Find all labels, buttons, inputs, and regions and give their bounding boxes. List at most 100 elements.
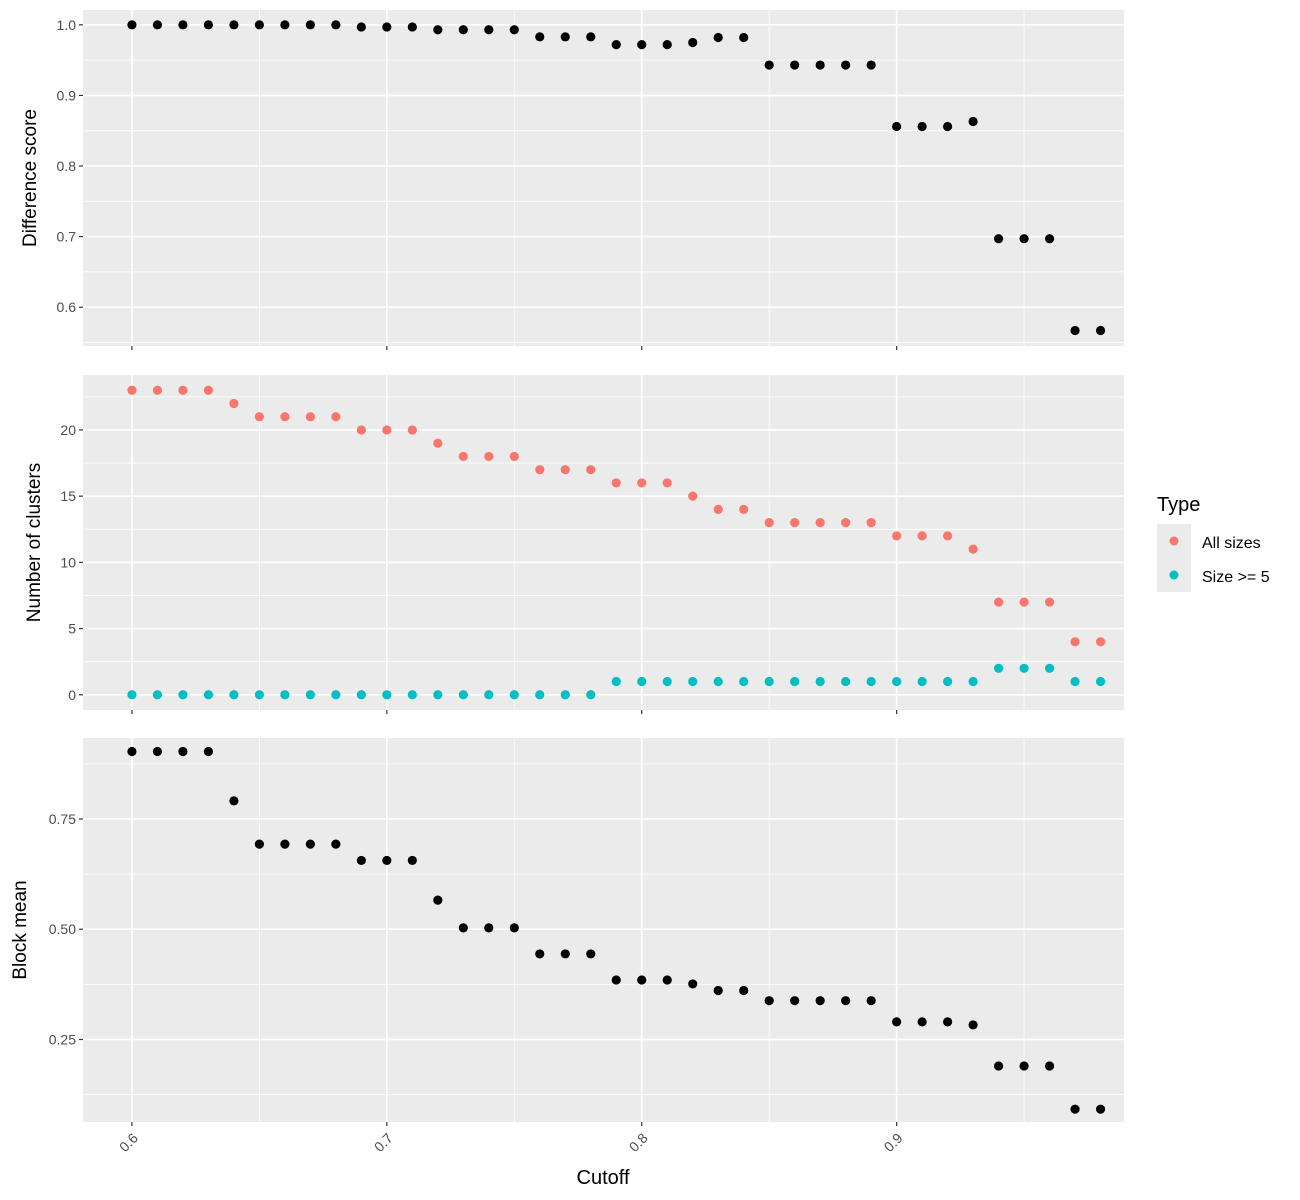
- data-point: [433, 690, 443, 700]
- data-point: [203, 385, 214, 395]
- data-point: [993, 1061, 1004, 1071]
- data-point: [535, 949, 545, 959]
- data-point: [458, 690, 468, 700]
- data-point: [305, 839, 315, 849]
- y-tick-label: 10: [60, 554, 76, 570]
- data-point: [917, 531, 927, 541]
- data-point: [815, 60, 825, 70]
- data-point: [458, 451, 468, 462]
- data-point: [1019, 234, 1029, 244]
- data-point: [509, 923, 519, 933]
- data-point: [841, 676, 851, 687]
- data-point: [611, 676, 621, 687]
- y-tick-label: 0.25: [49, 1031, 76, 1047]
- data-point: [892, 531, 902, 541]
- data-point: [637, 39, 647, 50]
- data-point: [560, 949, 570, 959]
- data-point: [790, 518, 800, 528]
- series-size-5: [127, 663, 1106, 700]
- data-point: [152, 746, 163, 757]
- data-point: [254, 690, 264, 700]
- data-point: [662, 478, 672, 488]
- data-point: [611, 478, 621, 488]
- data-point: [943, 676, 953, 687]
- data-point: [382, 425, 392, 435]
- y-axis-title: Difference score: [20, 109, 41, 247]
- data-point: [611, 39, 621, 50]
- data-point: [178, 690, 188, 700]
- data-point: [560, 32, 570, 42]
- data-point: [943, 1017, 953, 1027]
- legend-item-all-sizes: All sizes: [1157, 524, 1261, 558]
- panel-background: [83, 10, 1124, 346]
- data-point: [535, 465, 545, 475]
- legend-item-size-ge-5: Size >= 5: [1157, 558, 1270, 592]
- data-point: [739, 985, 749, 996]
- data-point: [1070, 1104, 1080, 1114]
- data-point: [535, 32, 545, 42]
- data-point: [713, 676, 723, 687]
- data-point: [764, 676, 774, 687]
- y-tick-label: 15: [60, 488, 76, 504]
- data-point: [254, 412, 264, 422]
- legend-title: Type: [1157, 494, 1200, 516]
- data-point: [1095, 1104, 1106, 1114]
- data-point: [305, 20, 315, 30]
- x-tick-label: 0.6: [116, 1130, 141, 1155]
- data-point: [484, 451, 494, 462]
- data-point: [356, 425, 366, 435]
- x-tick-label: 0.7: [371, 1130, 396, 1155]
- data-point: [892, 121, 902, 132]
- data-point: [407, 22, 417, 32]
- data-point: [560, 465, 570, 475]
- y-axis-title: Block mean: [10, 880, 31, 979]
- data-point: [356, 22, 366, 32]
- data-point: [152, 385, 163, 395]
- data-point: [229, 690, 239, 700]
- data-point: [841, 996, 851, 1006]
- data-point: [484, 923, 494, 933]
- panel-2: 0 5 10 15 20 Number of clusters: [24, 375, 1124, 714]
- data-point: [688, 491, 698, 501]
- data-point: [305, 412, 315, 422]
- y-tick-label: 20: [60, 422, 76, 438]
- data-point: [484, 25, 494, 35]
- data-point: [1095, 325, 1106, 336]
- data-point: [127, 20, 137, 30]
- data-point: [790, 996, 800, 1006]
- data-point: [866, 518, 876, 528]
- data-point: [790, 676, 800, 687]
- data-point: [356, 690, 366, 700]
- data-point: [203, 690, 214, 700]
- data-point: [305, 690, 315, 700]
- data-point: [127, 690, 137, 700]
- panel-3: 0.25 0.50 0.75 0.6 0.7 0.8 0.9 Block mean: [10, 738, 1124, 1155]
- data-point: [1070, 325, 1080, 336]
- data-point: [203, 746, 214, 757]
- data-point: [407, 855, 417, 866]
- series-points: [127, 20, 1106, 336]
- panel-1: 0.6 0.7 0.8 0.9 1.0 Difference score: [20, 10, 1124, 350]
- data-point: [968, 676, 978, 687]
- data-point: [637, 975, 647, 985]
- data-point: [254, 839, 264, 849]
- y-tick-label: 0.6: [57, 299, 77, 315]
- data-point: [917, 1017, 927, 1027]
- data-point: [152, 20, 163, 30]
- data-point: [968, 116, 978, 127]
- data-point: [764, 996, 774, 1006]
- data-point: [356, 855, 366, 866]
- y-tick-label: 0.9: [57, 87, 77, 103]
- legend: Type All sizes Size >= 5: [1157, 494, 1270, 592]
- data-point: [943, 121, 953, 132]
- data-point: [407, 425, 417, 435]
- data-point: [433, 895, 443, 905]
- data-point: [611, 975, 621, 985]
- data-point: [229, 796, 239, 806]
- x-axis-title: Cutoff: [577, 1167, 630, 1189]
- data-point: [382, 855, 392, 866]
- data-point: [178, 20, 188, 30]
- data-point: [178, 746, 188, 757]
- data-point: [484, 690, 494, 700]
